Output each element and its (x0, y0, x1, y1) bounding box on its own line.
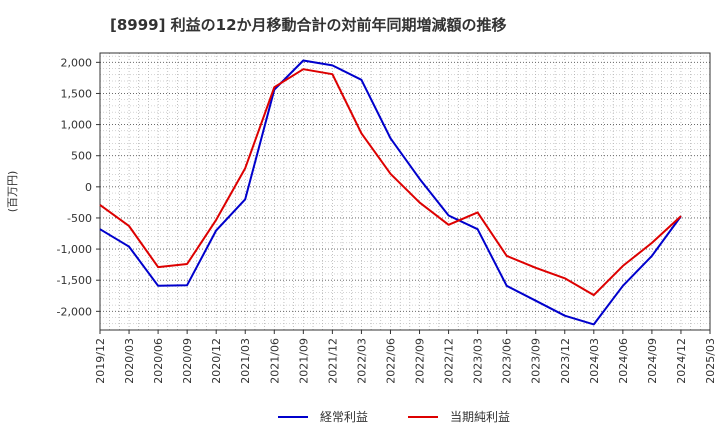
y-tick-label: 1,500 (61, 87, 93, 100)
x-tick-label: 2023/03 (472, 338, 485, 384)
x-tick-label: 2024/06 (617, 338, 630, 384)
series-line-2 (99, 68, 682, 297)
x-tick-label: 2023/09 (530, 338, 543, 384)
x-tick-label: 2023/06 (501, 338, 514, 384)
series-lines (99, 59, 682, 326)
x-tick-label: 2020/06 (152, 338, 165, 384)
x-tick-label: 2019/12 (94, 338, 107, 384)
plot-area (99, 52, 711, 331)
y-tick-label: 2,000 (61, 56, 93, 69)
y-tick-label: -2,000 (57, 305, 92, 318)
legend-label-2: 当期純利益 (450, 410, 510, 424)
legend-label-1: 経常利益 (320, 410, 368, 424)
series-line-1 (99, 59, 682, 326)
y-tick-label: 500 (71, 150, 92, 163)
y-tick-label: 1,000 (61, 119, 93, 132)
x-tick-label: 2020/09 (181, 338, 194, 384)
x-tick-label: 2022/03 (355, 338, 368, 384)
x-tick-label: 2021/12 (326, 338, 339, 384)
y-tick-label: -1,000 (57, 243, 92, 256)
y-tick-label: -1,500 (57, 274, 92, 287)
x-tick-label: 2025/03 (704, 338, 717, 384)
y-tick-label: -500 (67, 212, 92, 225)
legend: 経常利益 当期純利益 (278, 410, 510, 424)
x-tick-label: 2021/03 (239, 338, 252, 384)
x-tick-label: 2021/06 (268, 338, 281, 384)
x-tick-label: 2024/12 (675, 338, 688, 384)
x-tick-label: 2022/09 (414, 338, 427, 384)
x-tick-label: 2023/12 (559, 338, 572, 384)
x-tick-label: 2024/09 (646, 338, 659, 384)
x-tick-label: 2020/12 (210, 338, 223, 384)
y-axis-ticks: 2,000 1,500 1,000 500 0 -500 -1,000 -1,500 -2,00… (57, 56, 100, 318)
x-axis-ticks: 2019/12 2020/03 2020/06 2020/09 2020/12 2021/… (94, 330, 717, 384)
x-tick-label: 2020/03 (123, 338, 136, 384)
grid (100, 53, 710, 330)
x-tick-label: 2022/06 (384, 338, 397, 384)
x-tick-label: 2024/03 (588, 338, 601, 384)
x-tick-label: 2021/09 (297, 338, 310, 384)
y-axis-label: (百万円) (6, 171, 19, 213)
x-tick-label: 2022/12 (443, 338, 456, 384)
chart-title: [8999] 利益の12か月移動合計の対前年同期増減額の推移 (110, 16, 507, 34)
y-tick-label: 0 (85, 181, 92, 194)
